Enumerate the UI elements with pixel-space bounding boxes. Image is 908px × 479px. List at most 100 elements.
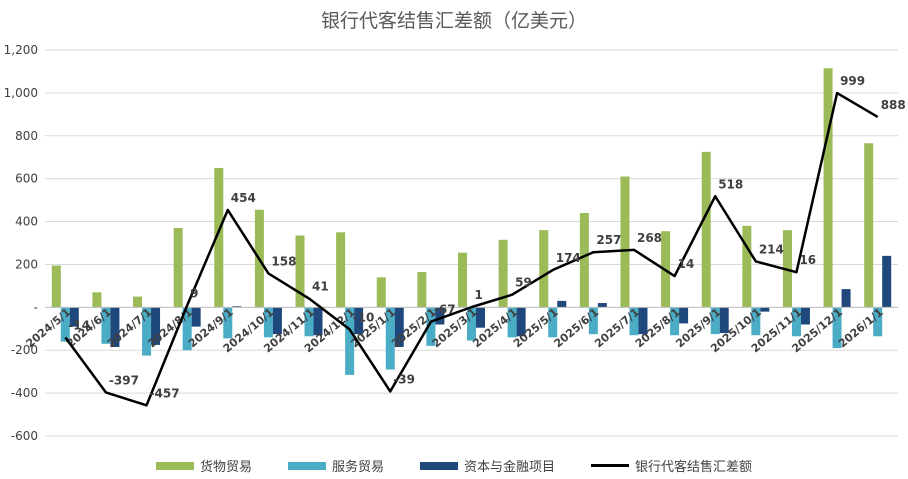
y-tick-label: -200 bbox=[11, 343, 38, 357]
data-label: 14 bbox=[678, 257, 695, 271]
bar-capital bbox=[679, 307, 689, 324]
bar-capital bbox=[516, 307, 526, 337]
bar-services bbox=[791, 307, 801, 337]
bar-goods bbox=[864, 143, 874, 308]
y-tick-label: 200 bbox=[15, 257, 38, 271]
y-tick-label: -600 bbox=[11, 429, 38, 443]
bar-services bbox=[629, 307, 639, 336]
bar-services bbox=[101, 307, 111, 344]
bar-services bbox=[182, 307, 192, 351]
y-tick-label: 800 bbox=[15, 129, 38, 143]
bar-services bbox=[873, 307, 883, 337]
legend: 货物贸易 服务贸易 资本与金融项目 银行代客结售汇差额 bbox=[0, 456, 908, 475]
bar-goods bbox=[51, 265, 61, 308]
data-label: 16 bbox=[799, 253, 816, 267]
bar-services bbox=[223, 307, 233, 339]
bar-goods bbox=[620, 176, 630, 308]
y-tick-label: -400 bbox=[11, 386, 38, 400]
bar-capital bbox=[69, 307, 79, 327]
y-tick-label: - bbox=[34, 300, 38, 314]
legend-label-net: 银行代客结售汇差额 bbox=[635, 460, 753, 475]
bar-capital bbox=[760, 307, 770, 312]
chart-title: 银行代客结售汇差额（亿美元） bbox=[320, 10, 587, 32]
bar-goods bbox=[173, 227, 183, 308]
bar-goods bbox=[579, 212, 589, 308]
bar-capital bbox=[476, 307, 485, 328]
bar-goods bbox=[701, 151, 711, 308]
bar-capital bbox=[191, 307, 201, 327]
legend-item-capital: 资本与金融项目 bbox=[420, 456, 555, 475]
bar-capital bbox=[841, 289, 851, 308]
bar-services bbox=[345, 307, 355, 375]
legend-swatch-net bbox=[591, 464, 630, 467]
line-net-balance bbox=[64, 91, 879, 407]
legend-item-net: 银行代客结售汇差额 bbox=[591, 456, 752, 475]
data-label: 268 bbox=[637, 231, 662, 245]
y-tick-label: 1,000 bbox=[4, 86, 38, 100]
legend-item-services: 服务贸易 bbox=[287, 456, 384, 475]
data-label: -457 bbox=[150, 386, 180, 400]
bar-capital bbox=[638, 307, 648, 335]
y-tick-label: 600 bbox=[15, 172, 38, 186]
data-label: 214 bbox=[759, 242, 784, 256]
bar-goods bbox=[742, 225, 752, 308]
bar-services bbox=[507, 307, 517, 338]
bar-goods bbox=[295, 235, 305, 308]
bar-goods bbox=[498, 239, 508, 308]
legend-swatch-capital bbox=[420, 461, 458, 470]
bar-goods bbox=[458, 252, 467, 308]
bar-capital bbox=[354, 307, 364, 335]
bar-services bbox=[263, 307, 273, 338]
bar-goods bbox=[539, 230, 549, 308]
legend-label-services: 服务贸易 bbox=[331, 460, 384, 475]
data-label: 174 bbox=[556, 251, 581, 265]
bar-capital bbox=[800, 307, 810, 325]
bar-goods bbox=[336, 232, 346, 308]
bar-goods bbox=[823, 68, 833, 308]
data-label: -39 bbox=[393, 372, 415, 386]
legend-label-goods: 货物贸易 bbox=[199, 460, 252, 475]
bar-services bbox=[304, 307, 314, 337]
bar-capital bbox=[313, 307, 323, 336]
bar-goods bbox=[133, 296, 143, 308]
data-label: 888 bbox=[881, 98, 906, 112]
bar-services bbox=[548, 307, 558, 338]
data-label: 9 bbox=[190, 286, 198, 300]
data-label: -67 bbox=[434, 303, 456, 317]
bar-goods bbox=[214, 167, 224, 308]
data-label: 454 bbox=[231, 191, 256, 205]
bar-capital bbox=[151, 307, 161, 345]
bar-capital bbox=[882, 255, 892, 308]
y-tick-label: 400 bbox=[15, 215, 38, 229]
y-tick-label: 1,200 bbox=[4, 43, 38, 57]
bar-services bbox=[670, 307, 680, 336]
data-label: 518 bbox=[718, 177, 743, 191]
bar-services bbox=[588, 307, 598, 335]
data-label: 41 bbox=[312, 280, 329, 294]
bar-goods bbox=[417, 271, 427, 308]
bar-capital bbox=[272, 307, 282, 335]
data-label: -14 bbox=[68, 318, 90, 332]
legend-swatch-services bbox=[287, 461, 326, 470]
bar-services bbox=[60, 307, 70, 342]
bar-services bbox=[832, 307, 842, 349]
data-label: -397 bbox=[109, 373, 139, 387]
bar-capital bbox=[597, 303, 607, 308]
bar-services bbox=[467, 307, 476, 341]
bar-goods bbox=[376, 277, 386, 308]
data-label: 1 bbox=[475, 288, 483, 302]
bar-capital bbox=[394, 307, 404, 348]
bar-services bbox=[142, 307, 152, 356]
bar-goods bbox=[92, 292, 102, 308]
data-label: -10 bbox=[353, 310, 375, 324]
bar-capital bbox=[557, 300, 567, 308]
bar-services bbox=[385, 307, 395, 370]
bar-services bbox=[751, 307, 761, 336]
bar-capital bbox=[232, 306, 242, 308]
legend-label-capital: 资本与金融项目 bbox=[464, 460, 556, 475]
data-label: 59 bbox=[515, 276, 532, 290]
data-label: 257 bbox=[596, 233, 621, 247]
bar-services bbox=[426, 307, 436, 346]
